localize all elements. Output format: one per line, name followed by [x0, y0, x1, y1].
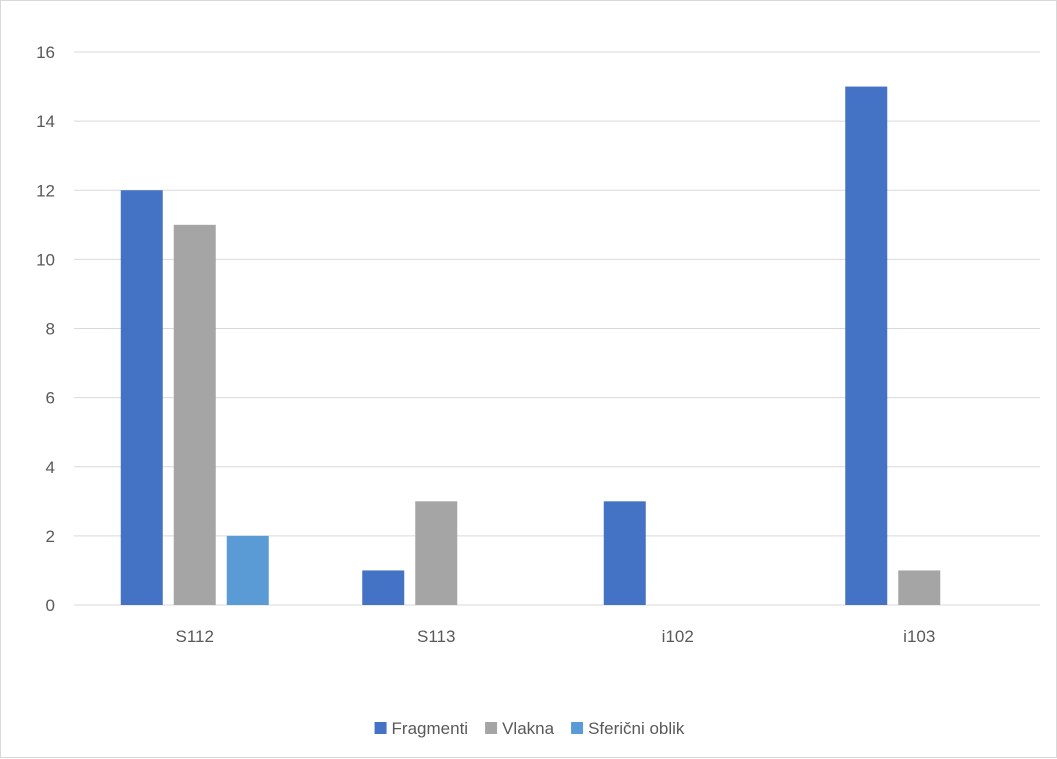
legend-label: Vlakna	[502, 719, 555, 738]
bar-fragmenti-i102	[603, 501, 646, 605]
y-tick-label: 10	[36, 250, 55, 269]
legend-swatch	[571, 722, 584, 734]
legend-label: Fragmenti	[392, 719, 469, 738]
y-tick-label: 4	[46, 458, 55, 477]
x-tick-label: i103	[903, 627, 935, 646]
y-tick-label: 2	[46, 527, 55, 546]
y-tick-label: 6	[46, 389, 55, 408]
y-tick-label: 8	[46, 320, 55, 339]
x-tick-label: i102	[662, 627, 694, 646]
legend-label: Sferični oblik	[588, 719, 685, 738]
legend-swatch	[485, 722, 498, 734]
bar-vlakna-s113	[415, 501, 458, 605]
bar-vlakna-i103	[898, 570, 941, 605]
x-tick-label: S112	[176, 627, 214, 646]
legend-swatch	[374, 722, 387, 734]
bar-fragmenti-s112	[120, 190, 163, 605]
y-tick-label: 16	[36, 43, 55, 62]
bar-fragmenti-s113	[362, 570, 405, 605]
y-tick-label: 0	[46, 596, 55, 615]
bar-vlakna-s112	[173, 224, 216, 605]
y-tick-label: 12	[36, 181, 55, 200]
bar-sferi-ni-oblik-s112	[226, 535, 269, 605]
bar-fragmenti-i103	[845, 86, 888, 605]
x-tick-label: S113	[417, 627, 455, 646]
y-tick-label: 14	[36, 112, 55, 131]
